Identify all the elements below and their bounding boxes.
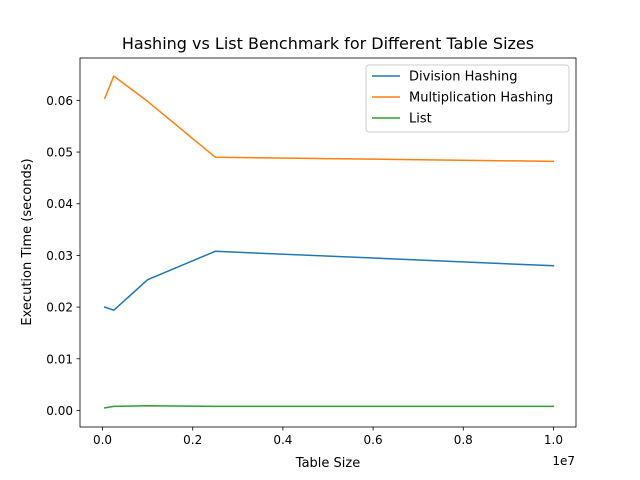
x-tick-label: 0.6	[364, 433, 383, 447]
legend-label-1: Multiplication Hashing	[409, 91, 553, 106]
y-tick-label: 0.00	[46, 404, 73, 418]
x-tick-label: 0.2	[183, 433, 202, 447]
legend-box	[365, 64, 570, 133]
y-tick-label: 0.02	[46, 301, 73, 315]
series-line-0	[103, 250, 555, 311]
y-tick-label: 0.06	[46, 94, 73, 108]
legend-label-0: Division Hashing	[409, 70, 518, 85]
x-axis-offset-label: 1e7	[552, 454, 575, 468]
y-tick-label: 0.03	[46, 249, 73, 263]
x-tick-label: 0.0	[93, 433, 112, 447]
chart-title: Hashing vs List Benchmark for Different …	[122, 34, 534, 53]
series-line-1	[103, 75, 555, 163]
axes-frame	[79, 57, 577, 428]
x-axis-label: Table Size	[295, 456, 360, 471]
legend-label-2: List	[409, 112, 432, 127]
legend: Division Hashing Multiplication Hashing Li…	[365, 64, 570, 133]
x-tick-label: 0.4	[273, 433, 292, 447]
y-tick-label: 0.01	[46, 352, 73, 366]
y-tick-label: 0.05	[46, 146, 73, 160]
y-axis-label: Execution Time (seconds)	[20, 158, 35, 325]
x-tick-label: 1.0	[544, 433, 563, 447]
plot-area: 0.0 0.2 0.4 0.6 0.8 1.0 0.00 0.01 0.02 0.03 0.04 0.…	[46, 57, 577, 447]
series-line-2	[103, 405, 555, 409]
y-tick-label: 0.04	[46, 197, 73, 211]
x-tick-label: 0.8	[454, 433, 473, 447]
